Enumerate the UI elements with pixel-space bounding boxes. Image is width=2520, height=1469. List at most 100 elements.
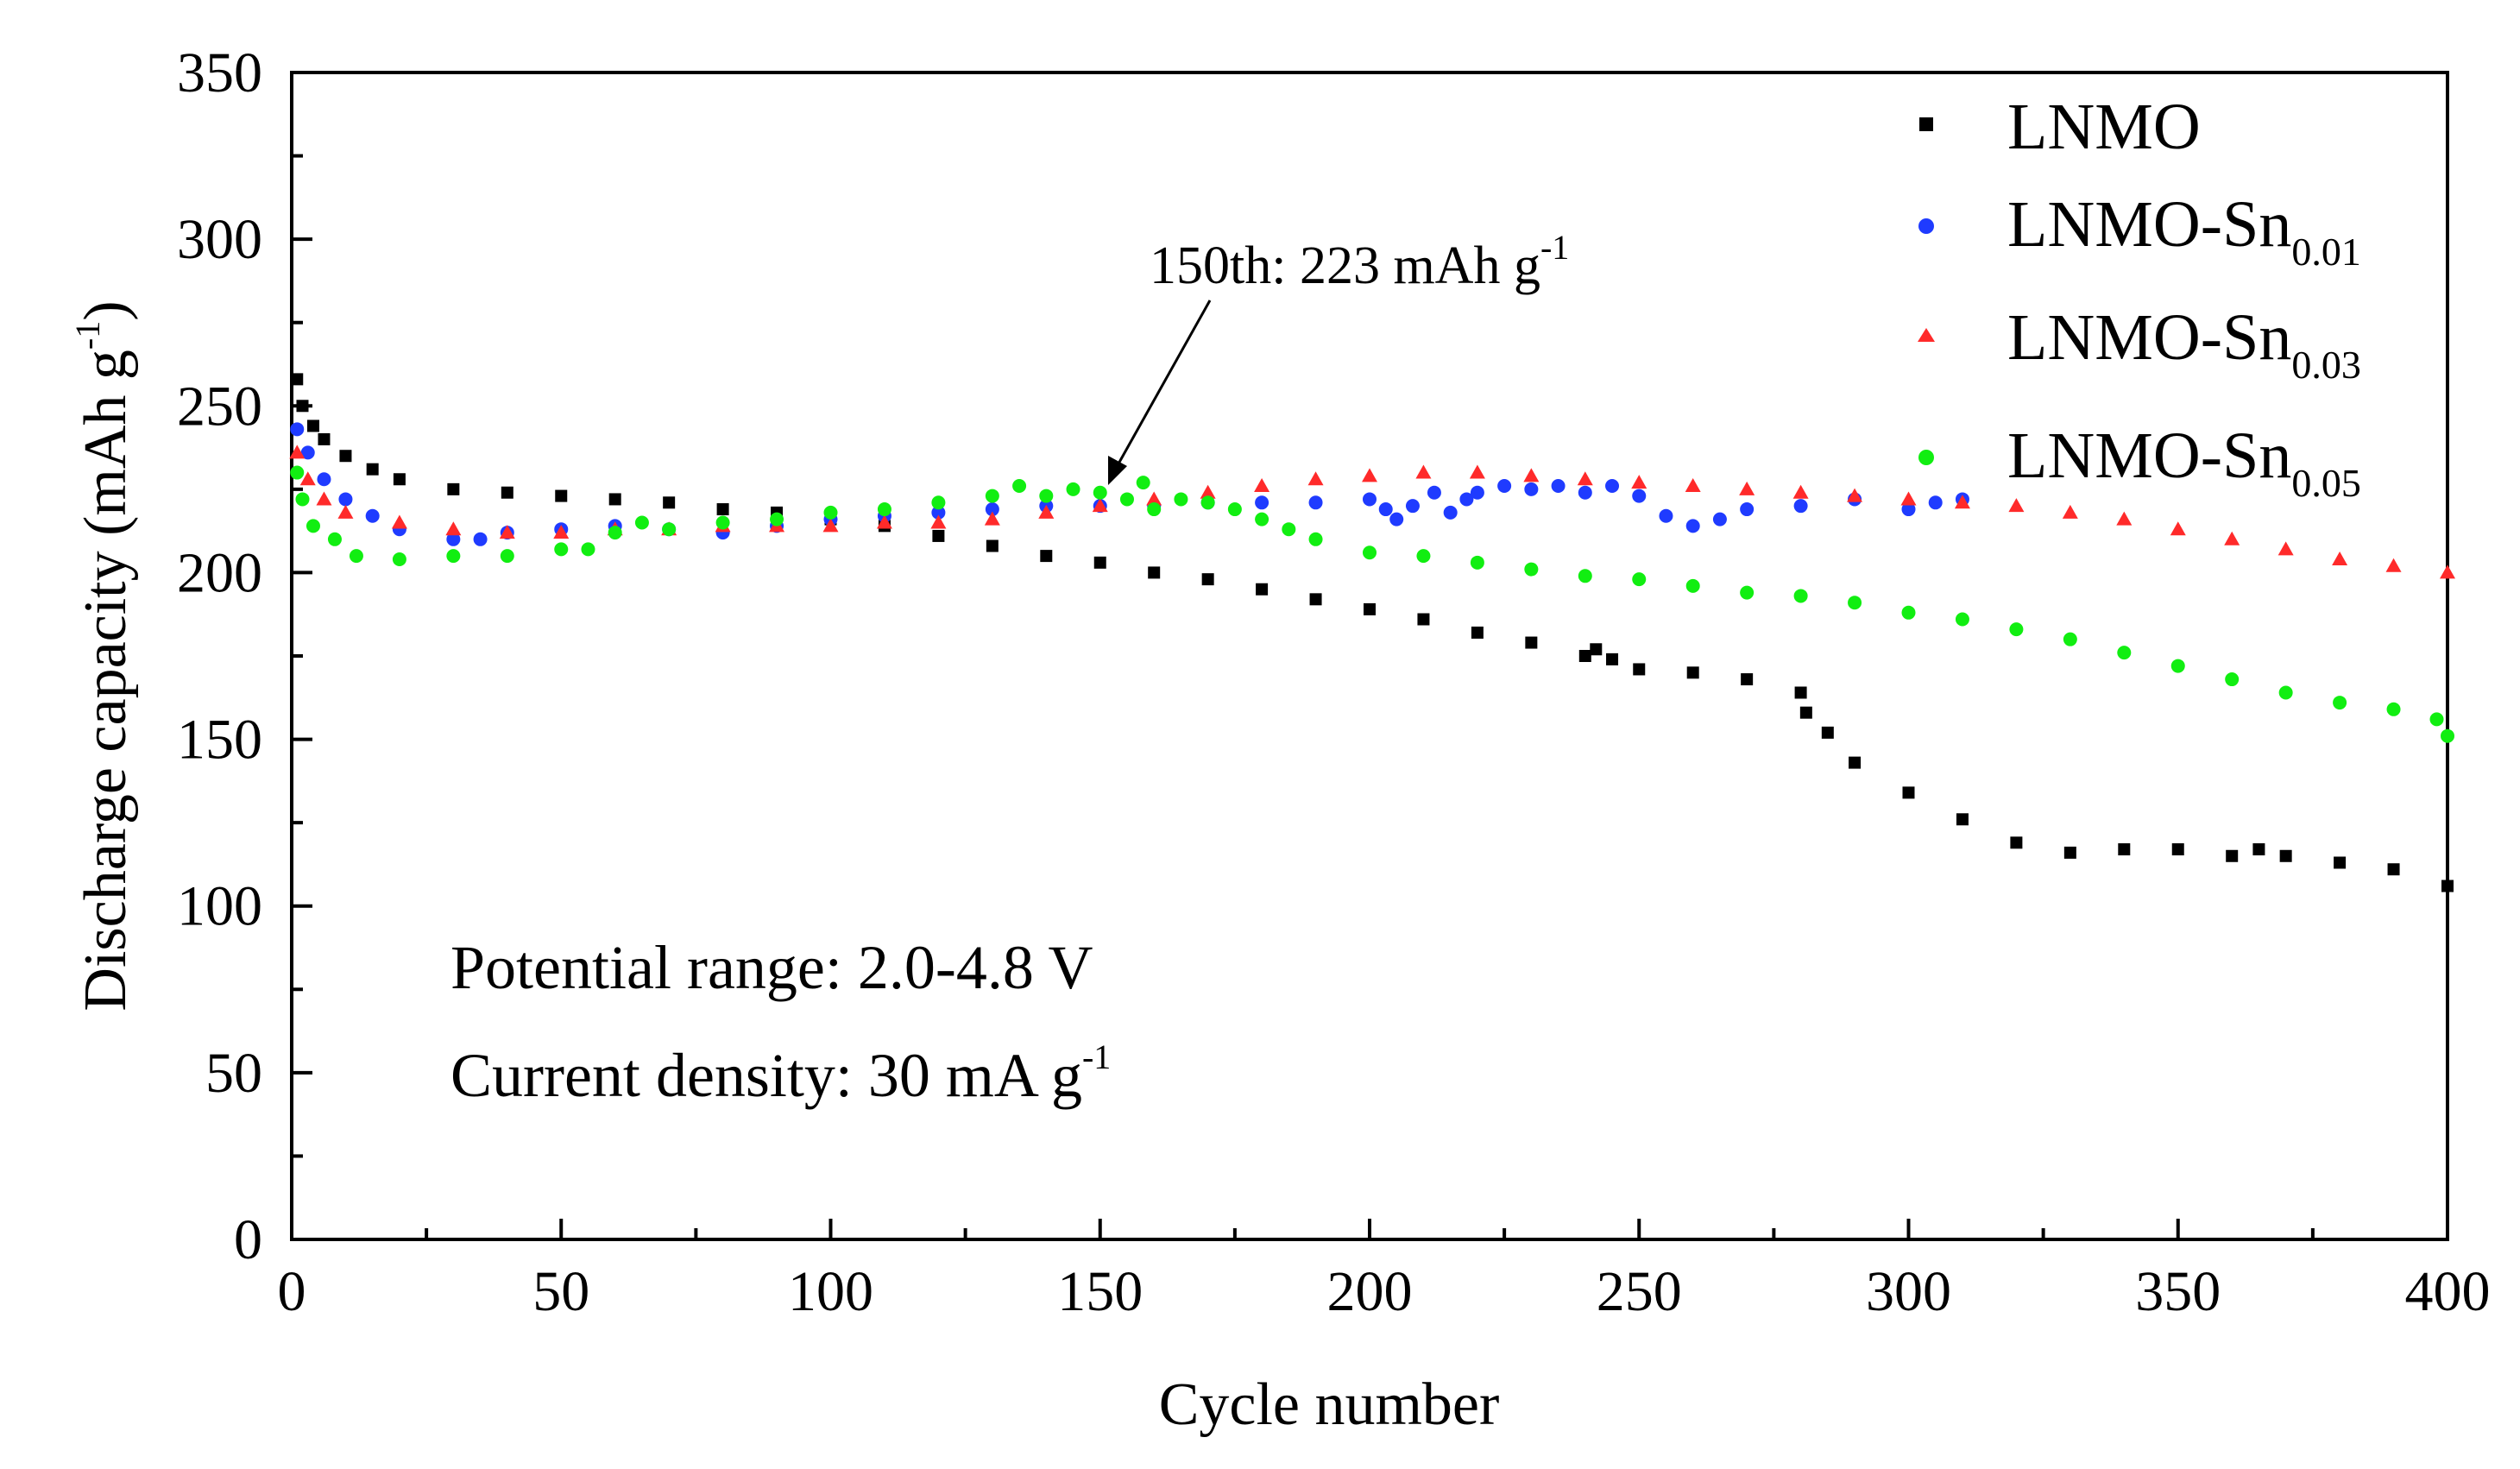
data-point <box>1928 495 1943 510</box>
data-point <box>1093 556 1106 569</box>
data-point <box>2171 843 2184 856</box>
data-point <box>1148 566 1161 579</box>
data-point <box>715 515 730 530</box>
data-point <box>1821 726 1834 739</box>
data-point <box>316 491 332 506</box>
y-tick-label: 100 <box>177 875 262 938</box>
data-point <box>1093 485 1107 500</box>
x-tick-label: 400 <box>2405 1260 2491 1323</box>
data-point <box>1740 585 1755 600</box>
data-point <box>445 521 462 536</box>
data-point <box>1066 482 1080 496</box>
x-tick-label: 250 <box>1597 1260 1682 1323</box>
data-point <box>2334 856 2347 869</box>
legend-label-sn005: LNMO-Sn0.05 <box>2007 419 2361 505</box>
data-point <box>391 514 407 529</box>
data-point <box>1443 505 1458 520</box>
data-point <box>1427 485 1441 500</box>
x-tick-label: 50 <box>532 1260 589 1323</box>
data-point <box>1459 492 1474 507</box>
legend: LNMO LNMO-Sn0.01 LNMO-Sn0.03 LNMO-Sn0.05 <box>1918 91 2361 505</box>
data-point <box>984 511 1000 526</box>
data-point <box>986 539 999 552</box>
x-tick-label: 150 <box>1057 1260 1143 1323</box>
data-point <box>339 450 352 463</box>
data-point <box>1470 555 1484 570</box>
data-point <box>2277 541 2294 556</box>
data-point <box>2279 849 2292 862</box>
data-point <box>1685 477 1701 492</box>
data-point <box>499 525 515 539</box>
data-point <box>1849 756 1862 769</box>
data-point <box>1200 484 1216 499</box>
data-point <box>1605 478 1620 493</box>
current-density-note: Current density: 30 mA g-1 <box>450 1037 1111 1110</box>
data-point <box>1363 492 1377 507</box>
data-point <box>1040 550 1053 563</box>
data-point <box>822 518 839 533</box>
data-point <box>1470 485 1484 500</box>
y-tick-label: 50 <box>205 1042 262 1105</box>
x-tick-label: 200 <box>1327 1260 1413 1323</box>
data-point <box>1633 663 1646 676</box>
data-point <box>1227 502 1242 517</box>
data-point <box>1364 602 1376 615</box>
y-tick-label: 250 <box>177 375 262 438</box>
data-point <box>295 492 310 507</box>
data-point <box>296 400 309 413</box>
data-point <box>877 502 891 517</box>
data-point <box>300 445 315 460</box>
annotation-150th: 150th: 223 mAh g-1 <box>1108 228 1569 485</box>
x-tick-label: 100 <box>788 1260 873 1323</box>
data-point <box>1848 596 1862 610</box>
data-point <box>1092 498 1108 513</box>
y-axis-title: Discharge capacity (mAh g-1) <box>68 300 139 1011</box>
data-point <box>663 496 676 509</box>
data-point <box>1525 636 1538 649</box>
data-point <box>306 519 320 533</box>
data-point <box>1686 666 1699 679</box>
data-point <box>500 549 514 564</box>
data-point <box>931 495 946 510</box>
data-point <box>1147 502 1162 517</box>
data-point <box>1685 519 1700 533</box>
data-point <box>1363 545 1377 560</box>
data-point <box>2226 849 2239 862</box>
data-point <box>554 542 569 557</box>
data-point <box>608 526 622 540</box>
data-point <box>1900 491 1917 506</box>
data-point <box>338 492 353 507</box>
y-tick-label: 200 <box>177 541 262 604</box>
data-point <box>327 532 342 546</box>
data-point <box>1632 489 1647 503</box>
data-point <box>1577 471 1593 486</box>
data-point <box>2010 836 2023 849</box>
data-point <box>473 532 488 546</box>
potential-range-note: Potential range: 2.0-4.8 V <box>450 933 1093 1002</box>
data-point <box>1685 578 1700 593</box>
data-point <box>2333 696 2347 710</box>
data-point <box>1590 643 1603 656</box>
legend-label-sn003: LNMO-Sn0.03 <box>2007 301 2361 387</box>
data-point <box>1659 508 1673 523</box>
data-point <box>985 502 999 517</box>
data-point <box>317 472 331 487</box>
data-point <box>2170 659 2185 673</box>
data-point <box>876 514 892 529</box>
data-point <box>581 542 595 557</box>
data-point <box>932 529 945 542</box>
data-point <box>2278 685 2293 700</box>
data-point <box>2009 622 2024 637</box>
data-point <box>1308 532 1323 546</box>
x-tick-label: 300 <box>1866 1260 1951 1323</box>
data-point <box>2118 843 2131 856</box>
data-point <box>1200 495 1215 510</box>
data-point <box>1740 502 1755 517</box>
data-point <box>299 471 316 486</box>
x-tick-label: 0 <box>278 1260 306 1323</box>
data-point <box>1416 549 1431 564</box>
legend-label-sn001: LNMO-Sn0.01 <box>2007 188 2361 274</box>
legend-marker-sn003 <box>1918 328 1935 342</box>
data-point <box>1254 477 1270 492</box>
